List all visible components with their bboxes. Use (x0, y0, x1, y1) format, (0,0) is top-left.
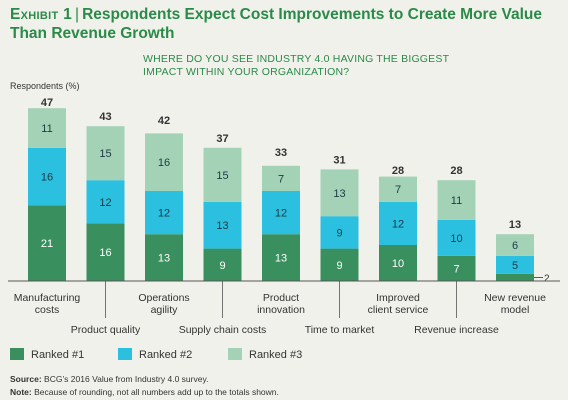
segment-value-label: 16 (41, 172, 53, 184)
segment-value-label: 16 (99, 247, 111, 259)
bar-segment-3 (203, 147, 242, 202)
segment-value-label: 7 (278, 173, 284, 185)
segment-value-label: 7 (453, 263, 459, 275)
legend-swatch-ranked-2 (118, 348, 132, 361)
segment-value-label: 9 (219, 260, 225, 272)
bar-segment-2 (86, 180, 125, 224)
segment-value-label: 13 (158, 253, 170, 265)
segment-value-label: 6 (512, 240, 518, 252)
legend-label-ranked-2: Ranked #2 (139, 349, 193, 361)
segment-value-label: 16 (158, 157, 170, 169)
bar-segment-1 (262, 234, 300, 281)
bar-segment-1 (28, 205, 66, 281)
bar-segment-2 (145, 191, 183, 235)
legend-swatch-ranked-3 (228, 348, 242, 361)
bar-segment-2 (496, 255, 534, 274)
bar-segment-1 (379, 245, 417, 281)
legend-item-ranked-3: Ranked #3 (228, 348, 303, 361)
bar-segment-1 (145, 234, 183, 281)
legend-item-ranked-1: Ranked #1 (10, 348, 85, 361)
bar-total-label: 28 (450, 165, 462, 177)
segment-value-label: 11 (41, 123, 52, 135)
bar-segment-1 (437, 255, 476, 281)
category-label: Time to market (305, 324, 375, 336)
legend-label-ranked-3: Ranked #3 (249, 349, 303, 361)
segment-value-label: 13 (216, 220, 228, 232)
segment-value-label: 15 (216, 170, 228, 182)
source-footnote: Source: BCG’s 2016 Value from Industry 4… (10, 374, 208, 384)
segment-value-label: 13 (275, 253, 287, 265)
bar-segment-1 (203, 248, 242, 281)
chart-question: WHERE DO YOU SEE INDUSTRY 4.0 HAVING THE… (143, 53, 450, 78)
exhibit-title: Exhibit 1 | Respondents Expect Cost Improv… (10, 5, 560, 43)
segment-value-label: 9 (336, 260, 342, 272)
bar-segment-3 (496, 234, 534, 256)
bar-segment-1 (496, 273, 534, 281)
note-label: Note: (10, 387, 32, 397)
bar-segment-1 (320, 248, 359, 281)
bar-segment-2 (203, 201, 242, 249)
segment-value-label: 7 (395, 184, 401, 196)
bar-segment-3 (86, 126, 125, 181)
bar-segment-2 (28, 147, 66, 206)
segment-value-label: 21 (41, 238, 53, 250)
bar-total-label: 42 (158, 115, 170, 127)
segment-value-label: 12 (275, 208, 287, 220)
category-label: Operations agility (138, 292, 189, 316)
exhibit-title-text: Respondents Expect Cost Improvements to … (10, 6, 543, 42)
stacked-bar-chart: Respondents (%)2116114716121543131216429… (8, 81, 560, 336)
bar-segment-3 (145, 133, 183, 191)
bar-segment-2 (437, 219, 476, 256)
legend-swatch-ranked-1 (10, 348, 24, 361)
bar-total-label: 37 (216, 133, 228, 145)
bar-total-label: 33 (275, 147, 287, 159)
y-axis-label: Respondents (%) (10, 81, 80, 91)
category-label: Improved client service (368, 292, 429, 316)
bar-total-label: 31 (333, 154, 345, 166)
segment-value-label: 12 (99, 197, 111, 209)
segment-value-label: 11 (451, 195, 462, 207)
bar-total-label: 47 (41, 97, 53, 109)
bar-total-label: 28 (392, 165, 404, 177)
bar-segment-3 (28, 108, 66, 148)
bar-total-label: 13 (509, 219, 521, 231)
segment-value-label: 10 (450, 233, 462, 245)
legend-label-ranked-1: Ranked #1 (31, 349, 85, 361)
source-text: BCG’s 2016 Value from Industry 4.0 surve… (44, 374, 209, 384)
segment-value-label: 12 (392, 218, 404, 230)
segment-value-label: 5 (512, 260, 518, 272)
segment-value-label: 12 (158, 208, 170, 220)
note-footnote: Note: Because of rounding, not all numbe… (10, 387, 279, 397)
bar-segment-2 (320, 216, 359, 249)
segment-value-label: 15 (99, 148, 111, 160)
segment-value-label: 2 (544, 273, 550, 284)
segment-value-label: 9 (336, 227, 342, 239)
bar-segment-2 (262, 191, 300, 235)
title-separator: | (75, 6, 80, 23)
source-label: Source: (10, 374, 42, 384)
category-label: Supply chain costs (179, 324, 267, 336)
note-text: Because of rounding, not all numbers add… (34, 387, 279, 397)
bar-segment-1 (86, 223, 125, 281)
segment-value-label: 10 (392, 258, 404, 270)
category-label: Revenue increase (414, 324, 499, 336)
bar-total-label: 43 (99, 111, 111, 123)
exhibit-label: Exhibit 1 (10, 6, 73, 23)
bar-segment-2 (379, 201, 417, 245)
bar-segment-3 (262, 165, 300, 191)
bar-segment-3 (379, 176, 417, 202)
category-label: New revenue model (484, 292, 546, 316)
category-label: Manufacturing costs (14, 292, 81, 316)
legend-item-ranked-2: Ranked #2 (118, 348, 193, 361)
bar-segment-3 (320, 169, 359, 217)
category-label: Product quality (71, 324, 141, 336)
segment-value-label: 13 (333, 188, 345, 200)
category-label: Product innovation (257, 292, 305, 316)
bar-segment-3 (437, 180, 476, 220)
